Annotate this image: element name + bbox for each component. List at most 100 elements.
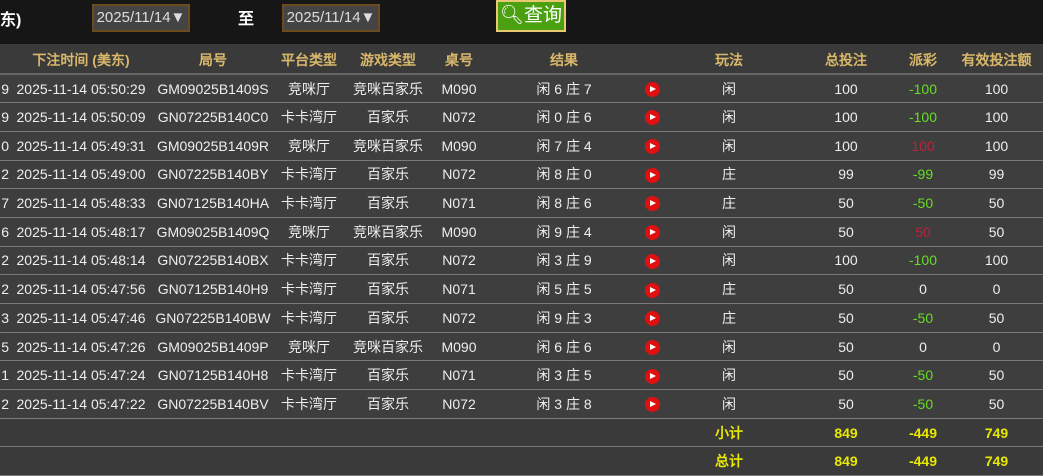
- cell-c0: 0: [0, 131, 10, 161]
- cell-table: N072: [432, 389, 486, 419]
- cell-valid: 100: [950, 74, 1043, 104]
- header-col-game: 游戏类型: [344, 46, 432, 75]
- cell-round: GM09025B1409R: [152, 131, 274, 161]
- play-video-icon[interactable]: [644, 339, 660, 355]
- table-row: 7 2025-11-14 05:48:33 GN07125B140HA 卡卡湾厅 百家乐…: [0, 188, 1043, 218]
- play-video-icon[interactable]: [644, 368, 660, 384]
- cell-time: 2025-11-14 05:48:14: [10, 246, 152, 276]
- cell-valid: 100: [950, 246, 1043, 276]
- cell-time: 2025-11-14 05:47:56: [10, 274, 152, 304]
- cell-result: 闲 3 庄 9: [486, 246, 642, 276]
- play-video-icon[interactable]: [644, 139, 660, 155]
- cell-payout: -99: [896, 160, 950, 190]
- cell-c0: 2: [0, 274, 10, 304]
- cell-c0: 6: [0, 217, 10, 247]
- cell-play: 闲: [662, 389, 796, 419]
- cell-time: 2025-11-14 05:49:31: [10, 131, 152, 161]
- video-cell: [642, 131, 662, 161]
- video-cell: [642, 332, 662, 362]
- cell-platform: 卡卡湾厅: [274, 389, 344, 419]
- table-row: 2 2025-11-14 05:49:00 GN07225B140BY 卡卡湾厅 百家乐…: [0, 160, 1043, 190]
- bet-records-table: 下注时间 (美东) 局号 平台类型 游戏类型 桌号 结果 玩法 总投注 派彩 有效投注额 9 202…: [0, 46, 1043, 476]
- cell-platform: 卡卡湾厅: [274, 160, 344, 190]
- cell-time: 2025-11-14 05:47:26: [10, 332, 152, 362]
- cell-c0: 2: [0, 246, 10, 276]
- table-row: 5 2025-11-14 05:47:26 GM09025B1409P 竞咪厅 竞咪百家…: [0, 332, 1043, 362]
- cell-bet: 100: [796, 74, 896, 104]
- cell-bet: 50: [796, 360, 896, 391]
- video-cell: [642, 389, 662, 419]
- cell-platform: 卡卡湾厅: [274, 360, 344, 391]
- cell-game: 竞咪百家乐: [344, 131, 432, 161]
- cell-payout: 0: [896, 274, 950, 304]
- cell-table: M090: [432, 332, 486, 362]
- header-col-total-bet: 总投注: [796, 46, 896, 75]
- cell-bet: 100: [796, 131, 896, 161]
- cell-table: M090: [432, 131, 486, 161]
- cell-time: 2025-11-14 05:50:09: [10, 102, 152, 132]
- play-video-icon[interactable]: [644, 253, 660, 269]
- cell-round: GM09025B1409Q: [152, 217, 274, 247]
- cell-round: GN07125B140H9: [152, 274, 274, 304]
- cell-play: 庄: [662, 274, 796, 304]
- cell-bet: 50: [796, 332, 896, 362]
- cell-game: 百家乐: [344, 188, 432, 218]
- cell-time: 2025-11-14 05:47:22: [10, 389, 152, 419]
- header-col-play: 玩法: [662, 46, 796, 75]
- video-cell: [642, 160, 662, 190]
- cell-c0: 3: [0, 303, 10, 333]
- table-row: 0 2025-11-14 05:49:31 GM09025B1409R 竞咪厅 竞咪百家…: [0, 131, 1043, 161]
- subtotal-bet: 849: [796, 418, 896, 448]
- cell-result: 闲 0 庄 6: [486, 102, 642, 132]
- play-video-icon[interactable]: [644, 196, 660, 212]
- cell-payout: -100: [896, 102, 950, 132]
- cell-bet: 50: [796, 389, 896, 419]
- cell-platform: 竞咪厅: [274, 131, 344, 161]
- cell-c0: 2: [0, 389, 10, 419]
- cell-round: GM09025B1409P: [152, 332, 274, 362]
- video-cell: [642, 274, 662, 304]
- cell-platform: 卡卡湾厅: [274, 274, 344, 304]
- cell-table: N072: [432, 160, 486, 190]
- play-video-icon[interactable]: [644, 110, 660, 126]
- play-video-icon[interactable]: [644, 225, 660, 241]
- start-date-select[interactable]: 2025/11/14▼: [92, 4, 190, 32]
- cell-game: 百家乐: [344, 389, 432, 419]
- play-video-icon[interactable]: [644, 311, 660, 327]
- cell-bet: 100: [796, 246, 896, 276]
- cell-bet: 50: [796, 217, 896, 247]
- play-video-icon[interactable]: [644, 397, 660, 413]
- video-cell: [642, 360, 662, 391]
- query-button[interactable]: 🔍︎查询: [496, 0, 566, 32]
- cell-result: 闲 5 庄 5: [486, 274, 642, 304]
- play-video-icon[interactable]: [644, 81, 660, 97]
- cell-valid: 50: [950, 360, 1043, 391]
- cell-payout: -100: [896, 246, 950, 276]
- cell-bet: 50: [796, 303, 896, 333]
- cell-result: 闲 8 庄 6: [486, 188, 642, 218]
- header-col-result: 结果: [486, 46, 642, 75]
- cell-play: 闲: [662, 332, 796, 362]
- header-col-table: 桌号: [432, 46, 486, 75]
- to-label: 至: [238, 11, 255, 28]
- cell-time: 2025-11-14 05:48:17: [10, 217, 152, 247]
- timezone-label: 东): [0, 12, 22, 29]
- header-col-platform: 平台类型: [274, 46, 344, 75]
- end-date-select[interactable]: 2025/11/14▼: [282, 4, 380, 32]
- cell-valid: 100: [950, 131, 1043, 161]
- cell-result: 闲 9 庄 4: [486, 217, 642, 247]
- cell-payout: -50: [896, 360, 950, 391]
- cell-c0: 2: [0, 160, 10, 190]
- video-cell: [642, 188, 662, 218]
- cell-play: 闲: [662, 102, 796, 132]
- cell-payout: -50: [896, 389, 950, 419]
- video-cell: [642, 303, 662, 333]
- play-video-icon[interactable]: [644, 282, 660, 298]
- cell-valid: 0: [950, 274, 1043, 304]
- cell-game: 竞咪百家乐: [344, 332, 432, 362]
- cell-game: 百家乐: [344, 274, 432, 304]
- play-video-icon[interactable]: [644, 167, 660, 183]
- cell-platform: 卡卡湾厅: [274, 102, 344, 132]
- header-col-round: 局号: [152, 46, 274, 75]
- cell-play: 庄: [662, 160, 796, 190]
